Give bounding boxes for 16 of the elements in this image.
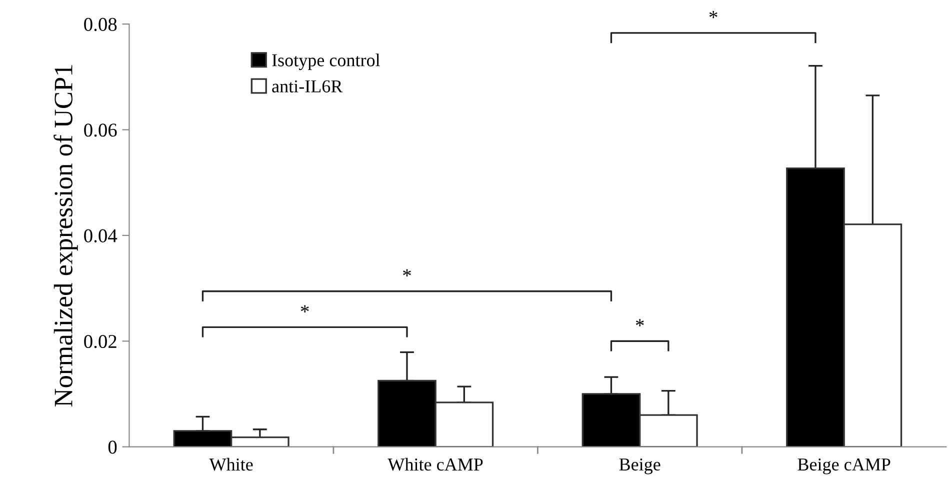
annotation: * (300, 305, 309, 312)
y-tick-label: 0.06 (84, 124, 117, 137)
x-tick-label: White (209, 458, 253, 471)
y-tick-label: 0.02 (84, 334, 116, 348)
x-tick-label: White cAMP (388, 458, 483, 471)
y-tick-label: 0 (108, 440, 117, 454)
legend-label: Isotype control (272, 54, 380, 70)
x-tick-label: Beige (619, 458, 660, 474)
x-tick-label: Beige cAMP (798, 458, 890, 474)
annotation: * (636, 319, 644, 326)
annotation: * (403, 269, 411, 276)
text: * (709, 10, 718, 18)
y-axis-title: Normalized expression of UCP1 (54, 65, 78, 407)
legend-label: anti-IL6R (272, 80, 343, 92)
y-tick-label: 0.04 (84, 229, 118, 242)
y-tick-label: 0.08 (84, 18, 117, 32)
